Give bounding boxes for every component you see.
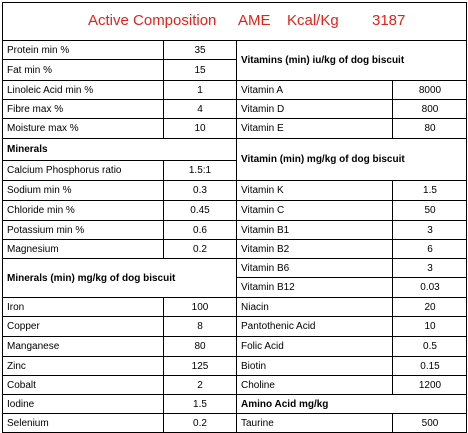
row-value: 6 (392, 239, 467, 258)
row-value: 500 (392, 413, 467, 432)
row-label: Vitamin B6 (236, 258, 392, 277)
row-value: 15 (163, 59, 236, 80)
row-label: Vitamin D (236, 99, 392, 118)
row-value: 125 (163, 356, 236, 375)
row-label: Copper (2, 316, 163, 336)
row-label: Vitamin E (236, 118, 392, 138)
row-label: Potassium min % (2, 220, 163, 239)
row-value: 10 (392, 316, 467, 336)
section-header: Minerals (min) mg/kg of dog biscuit (2, 258, 236, 297)
row-label: Pantothenic Acid (236, 316, 392, 336)
title-value: 3187 (372, 12, 406, 29)
row-label: Iron (2, 297, 163, 316)
row-value: 8000 (392, 80, 467, 99)
row-value: 1.5:1 (163, 160, 236, 180)
row-value: 0.5 (392, 336, 467, 356)
row-value: 80 (392, 118, 467, 138)
row-label: Manganese (2, 336, 163, 356)
title: Active Composition (88, 12, 217, 29)
row-label: Selenium (2, 413, 163, 432)
row-label: Fibre max % (2, 99, 163, 118)
row-label: Choline (236, 375, 392, 394)
row-value: 80 (163, 336, 236, 356)
row-value: 100 (163, 297, 236, 316)
section-header: Amino Acid mg/kg (236, 394, 467, 413)
row-value: 0.6 (163, 220, 236, 239)
row-label: Vitamin B2 (236, 239, 392, 258)
row-label: Vitamin A (236, 80, 392, 99)
row-label: Vitamin K (236, 180, 392, 200)
row-label: Vitamin C (236, 200, 392, 220)
row-value: 4 (163, 99, 236, 118)
row-label: Biotin (236, 356, 392, 375)
row-value: 800 (392, 99, 467, 118)
row-label: Calcium Phosphorus ratio (2, 160, 163, 180)
row-value: 8 (163, 316, 236, 336)
row-value: 0.15 (392, 356, 467, 375)
row-value: 3 (392, 220, 467, 239)
section-header: Minerals (2, 138, 236, 160)
title-unit: Kcal/Kg (287, 12, 339, 29)
section-header: Vitamins (min) iu/kg of dog biscuit (236, 40, 467, 80)
row-value: 3 (392, 258, 467, 277)
row-value: 50 (392, 200, 467, 220)
row-value: 0.2 (163, 239, 236, 258)
row-value: 0.2 (163, 413, 236, 432)
row-label: Fat min % (2, 59, 163, 80)
row-value: 0.3 (163, 180, 236, 200)
row-label: Cobalt (2, 375, 163, 394)
row-value: 1 (163, 80, 236, 99)
row-value: 1200 (392, 375, 467, 394)
row-label: Sodium min % (2, 180, 163, 200)
row-value: 0.45 (163, 200, 236, 220)
row-label: Niacin (236, 297, 392, 316)
row-value: 1.5 (163, 394, 236, 413)
row-value: 2 (163, 375, 236, 394)
row-value: 20 (392, 297, 467, 316)
row-label: Chloride min % (2, 200, 163, 220)
row-value: 0.03 (392, 277, 467, 297)
title-measure: AME (238, 12, 271, 29)
row-label: Magnesium (2, 239, 163, 258)
row-label: Vitamin B12 (236, 277, 392, 297)
row-label: Iodine (2, 394, 163, 413)
row-value: 35 (163, 40, 236, 59)
row-label: Linoleic Acid min % (2, 80, 163, 99)
row-value: 10 (163, 118, 236, 138)
title-row (2, 2, 467, 40)
row-label: Vitamin B1 (236, 220, 392, 239)
row-value: 1.5 (392, 180, 467, 200)
row-label: Folic Acid (236, 336, 392, 356)
row-label: Moisture max % (2, 118, 163, 138)
row-label: Protein min % (2, 40, 163, 59)
row-label: Taurine (236, 413, 392, 432)
section-header: Vitamin (min) mg/kg of dog biscuit (236, 138, 467, 180)
row-label: Zinc (2, 356, 163, 375)
